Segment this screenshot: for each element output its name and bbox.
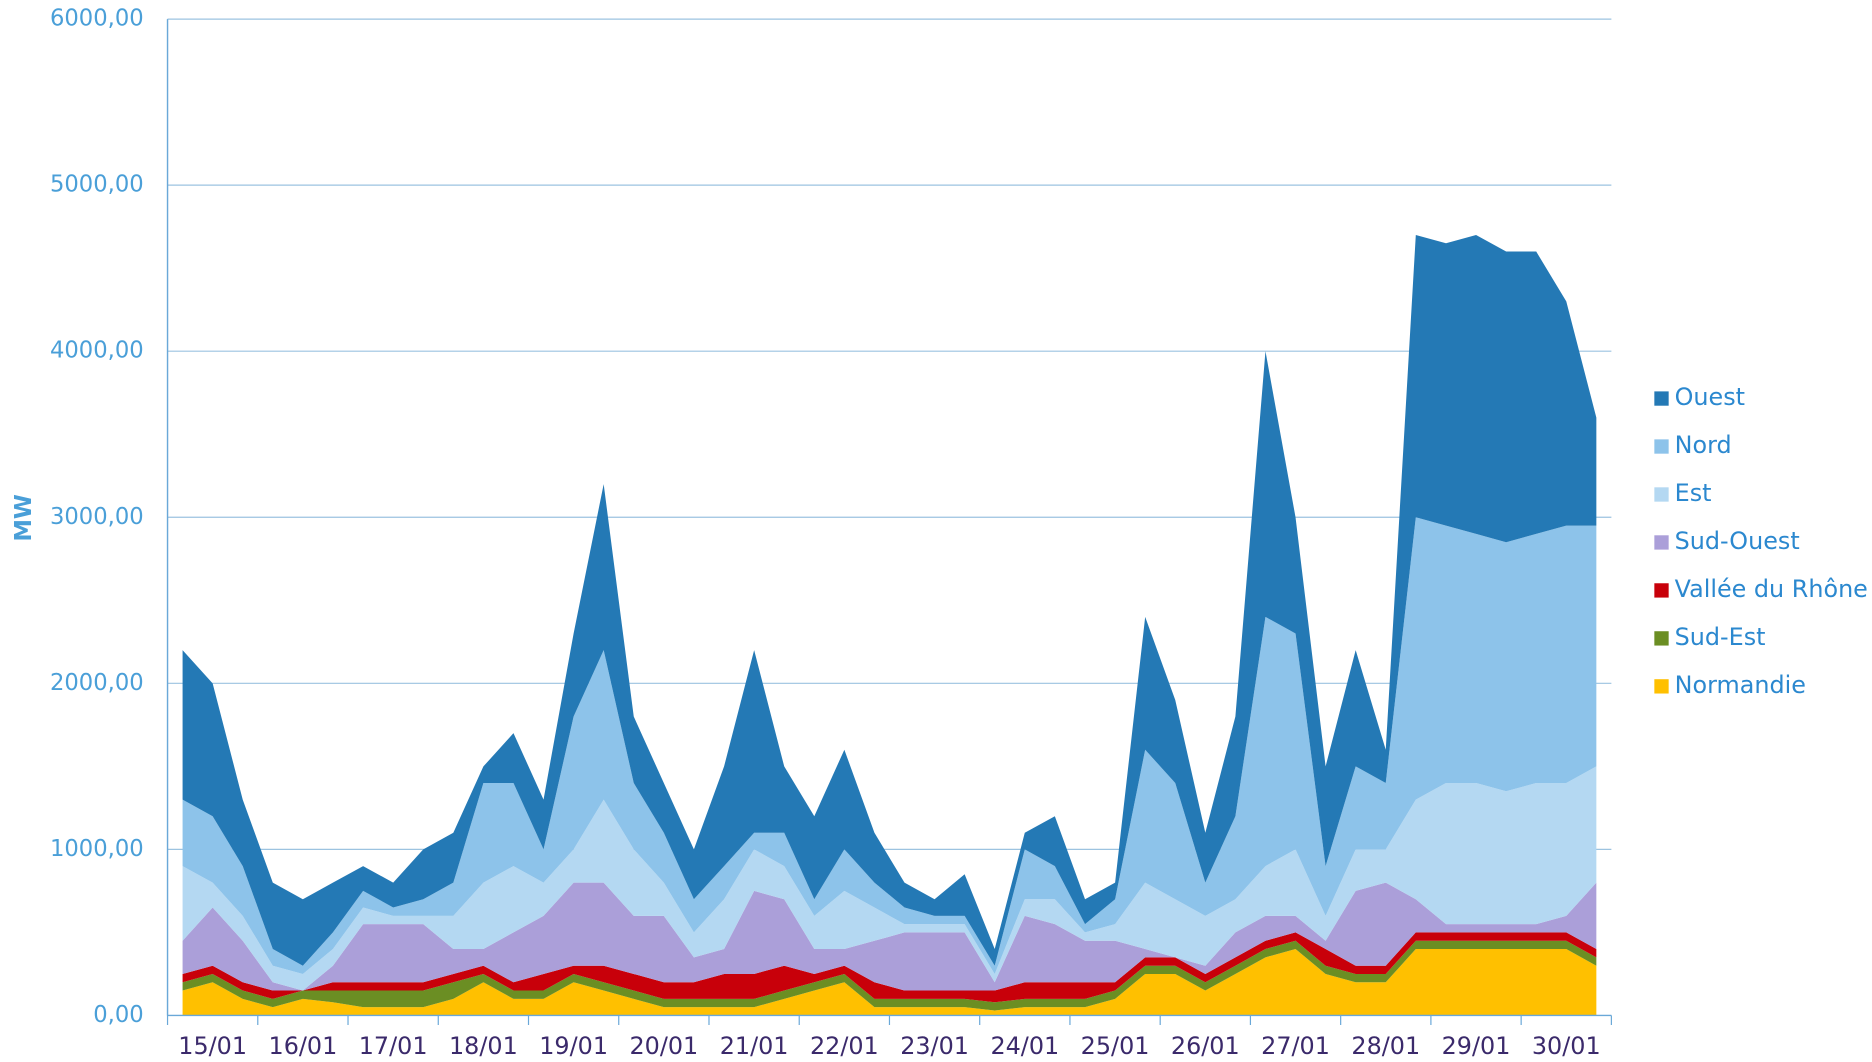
legend-swatch (1654, 487, 1669, 502)
legend-label: Nord (1675, 431, 1732, 459)
x-tick-label: 18/01 (449, 1032, 518, 1060)
legend-label: Sud-Est (1675, 623, 1766, 651)
legend-label: Est (1675, 479, 1712, 507)
y-tick-label: 1000,00 (50, 836, 144, 862)
area (182, 932, 1597, 1003)
legend-label: Sud-Ouest (1675, 527, 1800, 555)
x-tick-label: 30/01 (1532, 1032, 1601, 1060)
legend-swatch (1654, 679, 1669, 694)
legend-swatch (1654, 631, 1669, 646)
x-tick-label: 22/01 (810, 1032, 879, 1060)
y-tick-label: 0,00 (93, 1002, 143, 1028)
legend-swatch (1654, 391, 1669, 406)
legend-swatch (1654, 535, 1669, 550)
x-tick-label: 17/01 (359, 1032, 428, 1060)
y-axis-label: MW (11, 494, 37, 542)
x-tick-label: 26/01 (1171, 1032, 1240, 1060)
legend-swatch (1654, 583, 1669, 598)
x-tick-label: 29/01 (1442, 1032, 1511, 1060)
legend-label: Ouest (1675, 383, 1745, 411)
x-tick-label: 21/01 (720, 1032, 789, 1060)
area (182, 766, 1597, 991)
area (182, 940, 1597, 1011)
legend-label: Vallée du Rhône (1675, 575, 1868, 603)
y-tick-label: 5000,00 (50, 172, 144, 198)
area (182, 234, 1597, 966)
area (182, 948, 1597, 1016)
legend-label: Normandie (1675, 671, 1806, 699)
x-tick-label: 20/01 (629, 1032, 698, 1060)
area (182, 882, 1597, 991)
x-tick-label: 25/01 (1081, 1032, 1150, 1060)
y-tick-label: 6000,00 (50, 6, 144, 32)
x-tick-label: 23/01 (900, 1032, 969, 1060)
y-tick-label: 3000,00 (50, 504, 144, 530)
x-tick-label: 16/01 (269, 1032, 338, 1060)
area (182, 517, 1597, 974)
y-tick-label: 4000,00 (50, 338, 144, 364)
legend-swatch (1654, 439, 1669, 454)
x-tick-label: 28/01 (1351, 1032, 1420, 1060)
x-tick-label: 27/01 (1261, 1032, 1330, 1060)
x-tick-label: 15/01 (178, 1032, 247, 1060)
y-tick-label: 2000,00 (50, 670, 144, 696)
x-tick-label: 19/01 (539, 1032, 608, 1060)
x-tick-label: 24/01 (990, 1032, 1059, 1060)
